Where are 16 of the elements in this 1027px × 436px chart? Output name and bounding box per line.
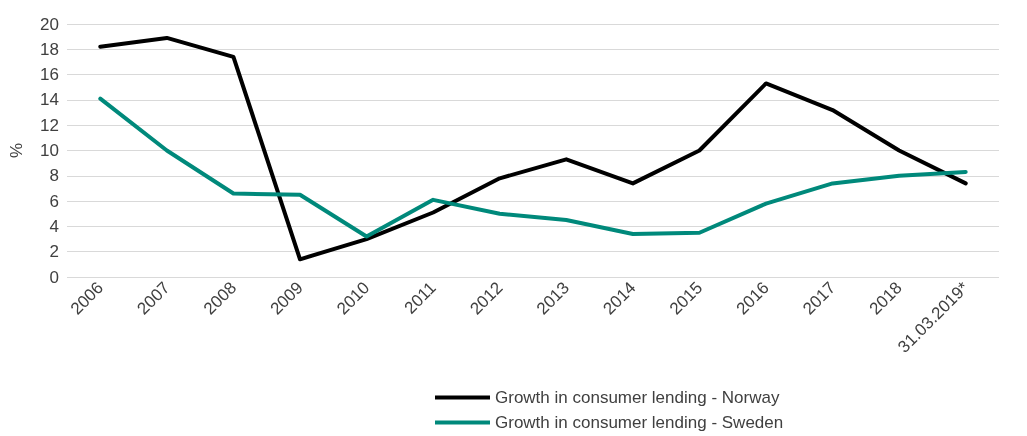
line-series xyxy=(98,96,968,239)
y-tick-label: 18 xyxy=(40,39,59,59)
legend-label: Growth in consumer lending - Sweden xyxy=(495,413,784,432)
y-tick-label: 6 xyxy=(49,191,59,211)
y-tick-label: 8 xyxy=(49,166,59,186)
line-series xyxy=(98,35,968,262)
y-tick-label: 16 xyxy=(40,65,59,85)
y-tick-label: 0 xyxy=(49,267,59,287)
y-tick-label: 4 xyxy=(49,216,59,236)
y-tick-label: 14 xyxy=(40,90,59,110)
y-tick-label: 2 xyxy=(49,242,59,262)
y-tick-label: 20 xyxy=(40,14,59,34)
y-tick-label: 10 xyxy=(40,141,59,160)
legend-label: Growth in consumer lending - Norway xyxy=(495,388,780,407)
y-tick-label: 12 xyxy=(40,115,59,135)
y-axis-title: % xyxy=(7,142,26,159)
